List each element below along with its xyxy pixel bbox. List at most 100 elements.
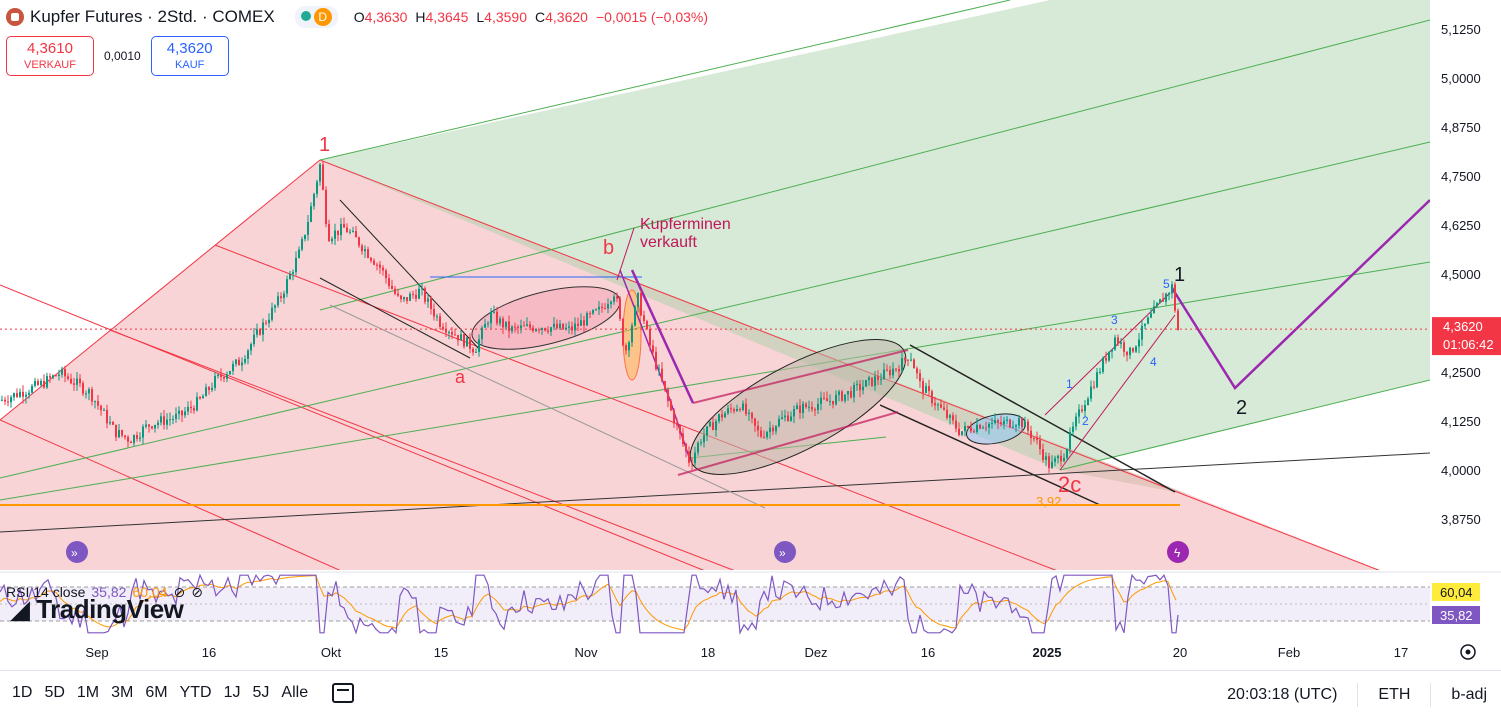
candle-body — [853, 384, 855, 398]
subwave-4-label: 4 — [1150, 355, 1157, 369]
candle-body — [952, 415, 954, 421]
candle-body — [472, 348, 474, 353]
candle-body — [109, 422, 111, 424]
candle-body — [550, 327, 552, 332]
candle-body — [172, 418, 174, 420]
candle-body — [982, 427, 984, 429]
settings-gear-icon[interactable] — [1460, 644, 1476, 660]
svg-text:ϟ: ϟ — [1174, 546, 1181, 560]
delayed-badge: D — [313, 8, 332, 26]
candle-body — [316, 181, 318, 194]
candle-body — [730, 408, 732, 410]
hide-eye-icon[interactable]: ⊘ — [191, 584, 203, 600]
candle-body — [457, 335, 459, 341]
candle-body — [595, 309, 597, 311]
candle-body — [934, 403, 936, 406]
kupferminen-line1: Kupferminen — [640, 216, 731, 233]
candle-body — [1003, 420, 1005, 425]
rsi-axis-value: 35,82 — [1440, 608, 1473, 623]
candle-body — [658, 368, 660, 370]
adjustment-toggle[interactable]: b-adj — [1451, 686, 1487, 703]
price-tick-label: 4,0000 — [1441, 463, 1481, 478]
candle-body — [295, 257, 297, 273]
candle-body — [1069, 431, 1071, 450]
candle-body — [1144, 323, 1146, 326]
candle-body — [292, 272, 294, 274]
range-button-6m[interactable]: 6M — [145, 684, 168, 701]
candle-body — [577, 323, 579, 326]
wedge-lower — [319, 277, 471, 359]
candle-body — [868, 377, 870, 381]
range-button-5d[interactable]: 5D — [44, 684, 65, 701]
candle-body — [844, 394, 846, 401]
candle-body — [229, 371, 231, 375]
candle-body — [454, 334, 456, 336]
candle-body — [1051, 461, 1053, 469]
candle-body — [559, 323, 561, 329]
calendar-icon[interactable] — [332, 683, 355, 703]
time-tick-label: Dez — [804, 645, 827, 660]
candle-body — [97, 401, 99, 406]
candle-body — [538, 329, 540, 331]
candle-body — [418, 288, 420, 299]
rsi-legend[interactable]: RSI 14 close 35,82 60,04 ⊘ ⊘ — [6, 584, 203, 601]
time-axis[interactable]: Sep 16 Okt 15 Nov 18 Dez 16 2025 20 Feb 17 — [85, 645, 1408, 660]
candle-body — [259, 329, 261, 335]
candle-body — [634, 306, 636, 326]
kupferminen-pointer — [616, 227, 635, 281]
market-status-pill[interactable]: D — [294, 6, 338, 28]
candle-body — [619, 298, 621, 319]
sell-button[interactable]: 4,3610 VERKAUF — [6, 36, 94, 76]
candle-body — [520, 325, 522, 329]
range-button-1m[interactable]: 1M — [76, 684, 100, 701]
utc-clock[interactable]: 20:03:18 (UTC) — [1227, 686, 1338, 703]
economic-event-icon[interactable]: » — [66, 541, 88, 563]
lightning-event-icon[interactable]: ϟ — [1167, 541, 1189, 563]
candle-body — [961, 431, 963, 435]
range-button-1j[interactable]: 1J — [223, 684, 241, 701]
range-button-5j[interactable]: 5J — [252, 684, 270, 701]
candle-body — [130, 441, 132, 444]
candle-body — [115, 424, 117, 438]
candle-body — [379, 264, 381, 268]
symbol-title[interactable]: Kupfer Futures · 2Std. · COMEX — [30, 7, 275, 26]
candle-body — [622, 318, 624, 346]
wave-b-label: b — [603, 237, 614, 259]
candle-body — [73, 383, 75, 385]
candle-body — [343, 223, 345, 228]
candle-body — [382, 267, 384, 271]
candle-body — [1129, 347, 1131, 356]
candle-body — [226, 374, 228, 379]
chart-canvas[interactable]: 1 a b Kupferminen verkauft 2c 3,92 1 2 3… — [0, 0, 1501, 670]
rsi-line — [0, 573, 1179, 635]
candle-body — [808, 406, 810, 408]
green-fork-lines — [0, 0, 1430, 501]
candle-body — [193, 408, 195, 411]
buy-button[interactable]: 4,3620 KAUF — [150, 36, 229, 76]
tradingview-watermark: ◢ TradingView — [10, 594, 184, 624]
subwave-1-label: 1 — [1066, 377, 1073, 391]
range-button-alle[interactable]: Alle — [281, 684, 309, 701]
rsi-pane[interactable]: 60,04 35,82 — [0, 571, 1501, 635]
price-axis[interactable]: 5,12505,00004,87504,75004,62504,50004,37… — [1441, 22, 1481, 527]
candle-body — [874, 376, 876, 386]
range-button-ytd[interactable]: YTD — [179, 684, 212, 701]
candle-body — [694, 452, 696, 464]
candle-body — [799, 405, 801, 413]
candle-body — [856, 384, 858, 386]
candle-body — [709, 422, 711, 427]
range-button-1d[interactable]: 1D — [12, 684, 33, 701]
candle-body — [1009, 419, 1011, 427]
range-button-3m[interactable]: 3M — [111, 684, 134, 701]
candle-body — [514, 326, 516, 328]
economic-event-icon[interactable]: » — [774, 541, 796, 563]
candle-body — [745, 403, 747, 415]
session-toggle[interactable]: ETH — [1378, 686, 1411, 703]
candle-body — [31, 385, 33, 393]
candle-body — [748, 412, 750, 415]
candle-body — [625, 345, 627, 351]
hide-eye-icon[interactable]: ⊘ — [173, 584, 186, 600]
candle-body — [493, 311, 495, 313]
candle-body — [1057, 455, 1059, 459]
price-pane[interactable]: 1 a b Kupferminen verkauft 2c 3,92 1 2 3… — [0, 0, 1430, 670]
